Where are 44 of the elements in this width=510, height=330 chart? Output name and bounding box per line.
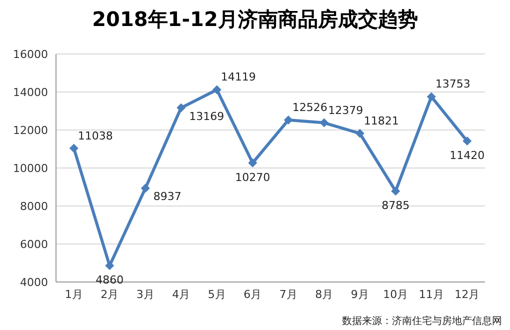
point <box>391 186 400 196</box>
data-label: 10270 <box>235 170 270 184</box>
data-label: 11420 <box>450 149 485 162</box>
source-note: 数据来源：济南住宅与房地产信息网 <box>342 314 502 328</box>
point <box>140 184 150 193</box>
x-tick-label: 6月 <box>244 288 262 301</box>
data-label: 12379 <box>328 104 364 117</box>
x-tick-label: 2月 <box>100 288 119 301</box>
y-tick-label: 14000 <box>13 86 48 99</box>
data-label: 11821 <box>364 114 399 128</box>
point <box>248 158 258 168</box>
x-tick-label: 10月 <box>383 288 408 301</box>
point <box>176 103 186 112</box>
y-tick-label: 16000 <box>13 48 48 61</box>
point <box>105 261 114 270</box>
x-tick-label: 11月 <box>418 288 444 301</box>
point <box>462 136 472 146</box>
x-tick-label: 1月 <box>64 288 83 301</box>
x-tick-label: 7月 <box>279 288 298 301</box>
point <box>426 92 436 102</box>
data-label: 13753 <box>435 78 470 91</box>
y-tick-label: 4000 <box>20 276 48 289</box>
data-label: 14119 <box>220 70 256 84</box>
data-label: 8785 <box>382 199 410 212</box>
data-label: 13169 <box>189 110 224 123</box>
y-tick-label: 12000 <box>13 124 48 137</box>
data-label: 4860 <box>96 274 124 287</box>
x-tick-label: 4月 <box>172 288 190 301</box>
data-label: 11038 <box>78 129 113 142</box>
point <box>355 128 364 138</box>
chart-title: 2018年1-12月济南商品房成交趋势 <box>91 6 419 33</box>
x-tick-label: 12月 <box>454 288 480 301</box>
x-tick-label: 5月 <box>208 288 226 301</box>
data-label: 8937 <box>153 190 182 204</box>
x-tick-label: 9月 <box>350 288 369 301</box>
data-label: 12526 <box>292 101 328 114</box>
x-tick-label: 3月 <box>136 288 154 301</box>
point <box>69 144 78 153</box>
y-tick-label: 8000 <box>20 200 48 213</box>
y-tick-label: 6000 <box>20 238 48 251</box>
x-tick-label: 8月 <box>315 288 334 301</box>
y-tick-label: 10000 <box>13 162 48 175</box>
point <box>212 85 222 94</box>
point <box>284 116 293 125</box>
